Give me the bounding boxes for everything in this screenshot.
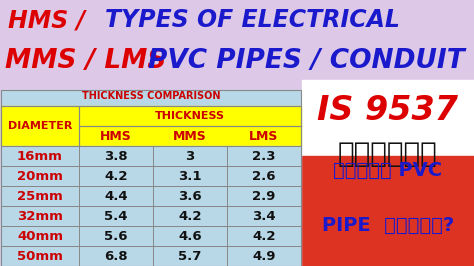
Bar: [1, 90, 301, 266]
Bar: [1, 226, 301, 246]
Bar: [1, 146, 301, 166]
Text: 5.6: 5.6: [104, 230, 128, 243]
Text: 3.8: 3.8: [104, 149, 128, 163]
Text: 4.9: 4.9: [252, 250, 276, 263]
Bar: [1, 166, 301, 186]
Text: 40mm: 40mm: [17, 230, 63, 243]
Text: 3.4: 3.4: [252, 210, 276, 222]
Text: 4.2: 4.2: [252, 230, 276, 243]
Text: PVC PIPES / CONDUIT: PVC PIPES / CONDUIT: [148, 48, 465, 74]
Text: 5.7: 5.7: [178, 250, 202, 263]
Bar: [1, 186, 301, 206]
Text: 4.2: 4.2: [178, 210, 202, 222]
Text: THICKNESS: THICKNESS: [155, 111, 225, 121]
Bar: [302, 80, 474, 223]
Bar: [79, 106, 301, 126]
Text: IS 9537: IS 9537: [318, 94, 458, 127]
Bar: [79, 106, 301, 126]
Text: कौनसा PVC: कौनसा PVC: [333, 161, 443, 180]
Text: 3: 3: [185, 149, 195, 163]
Text: DIAMETER: DIAMETER: [8, 121, 72, 131]
Text: 4.6: 4.6: [178, 230, 202, 243]
Bar: [1, 226, 301, 246]
Text: HMS /: HMS /: [8, 8, 93, 32]
Text: 4.2: 4.2: [104, 169, 128, 182]
Bar: [1, 246, 301, 266]
Bar: [1, 206, 301, 226]
Text: हिन्दी: हिन्दी: [338, 140, 438, 168]
Text: MMS / LMS: MMS / LMS: [5, 48, 175, 74]
Text: TYPES OF ELECTRICAL: TYPES OF ELECTRICAL: [105, 8, 400, 32]
Text: 20mm: 20mm: [17, 169, 63, 182]
Bar: [302, 156, 474, 266]
Text: 25mm: 25mm: [17, 189, 63, 202]
Bar: [1, 186, 301, 206]
Text: 3.6: 3.6: [178, 189, 202, 202]
Bar: [1, 106, 79, 146]
Bar: [1, 146, 301, 166]
Text: 3.1: 3.1: [178, 169, 202, 182]
Text: 5.4: 5.4: [104, 210, 128, 222]
Text: 4.4: 4.4: [104, 189, 128, 202]
Text: 2.9: 2.9: [252, 189, 276, 202]
Bar: [1, 106, 79, 146]
Text: 16mm: 16mm: [17, 149, 63, 163]
Bar: [1, 90, 301, 266]
Text: 6.8: 6.8: [104, 250, 128, 263]
Text: 2.6: 2.6: [252, 169, 276, 182]
Text: PIPE  खरीदे?: PIPE खरीदे?: [322, 216, 454, 235]
Text: 50mm: 50mm: [17, 250, 63, 263]
Text: LMS: LMS: [249, 130, 279, 143]
Text: HMS: HMS: [100, 130, 132, 143]
Text: MMS: MMS: [173, 130, 207, 143]
Text: 2.3: 2.3: [252, 149, 276, 163]
Bar: [79, 126, 301, 146]
Bar: [1, 206, 301, 226]
Bar: [1, 246, 301, 266]
Bar: [1, 166, 301, 186]
Bar: [79, 126, 301, 146]
Text: THICKNESS COMPARISON: THICKNESS COMPARISON: [82, 91, 220, 101]
Text: 32mm: 32mm: [17, 210, 63, 222]
